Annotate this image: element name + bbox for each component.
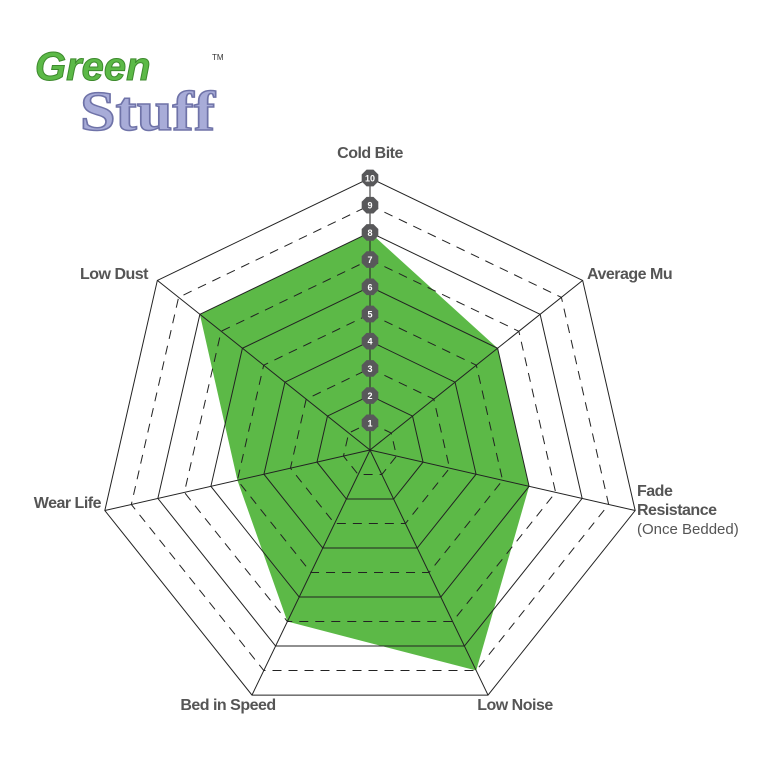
axis-label-3-line-3: (Once Bedded) (637, 521, 739, 538)
axis-label-2: Average Mu (587, 266, 672, 283)
scale-badge-8 (361, 224, 379, 241)
spoke-6 (104, 449, 371, 512)
scale-label-7: 7 (367, 255, 372, 265)
grid-ring-8 (157, 231, 583, 647)
grid-ring-4 (263, 340, 477, 549)
logo-line1: Green (35, 45, 151, 89)
grid-ring-7 (183, 259, 557, 623)
scale-badge-3 (361, 360, 379, 377)
axis-label-4: Low Noise (477, 697, 553, 714)
axis-label-3-line-1: Fade (637, 483, 673, 500)
scale-label-6: 6 (367, 282, 372, 292)
scale-badge-5 (361, 305, 379, 323)
grid-ring-5 (236, 313, 504, 574)
spoke-4 (369, 449, 489, 696)
scale-label-4: 4 (367, 337, 372, 347)
scale-badge-6 (361, 278, 379, 296)
axis-label-6: Wear Life (34, 495, 102, 512)
grid-ring-10 (104, 177, 636, 696)
scale-label-1: 1 (367, 418, 372, 428)
scale-badge-9 (361, 196, 379, 214)
grid-ring-2 (316, 395, 424, 500)
scale-label-2: 2 (367, 391, 372, 401)
scale-label-3: 3 (367, 364, 372, 374)
scale-badge-7 (361, 251, 379, 268)
axis-label-7: Low Dust (80, 266, 149, 283)
axis-label-3-line-2: Resistance (637, 502, 717, 519)
scale-badge-10 (361, 169, 379, 187)
scale-badge-4 (361, 332, 379, 350)
scale-label-5: 5 (367, 310, 372, 320)
grid-ring-9 (130, 204, 610, 672)
logo-line2: Stuff (80, 81, 217, 140)
logo-trademark: TM (212, 53, 224, 62)
spoke-7 (157, 280, 371, 451)
green-stuff-logo: Green Stuff TM (35, 45, 224, 141)
scale-label-10: 10 (365, 174, 375, 184)
grid-ring-3 (289, 367, 451, 525)
grid-ring-6 (210, 286, 530, 598)
axis-label-5: Bed in Speed (180, 697, 275, 714)
axis-label-1: Cold Bite (337, 145, 403, 162)
grid-ring-1 (342, 422, 398, 476)
scale-label-9: 9 (367, 201, 372, 211)
scale-badge-2 (361, 387, 379, 404)
scale-label-8: 8 (367, 228, 372, 238)
spoke-2 (369, 280, 583, 451)
spoke-5 (251, 449, 371, 696)
scale-badge-1 (361, 414, 379, 432)
spoke-3 (369, 449, 636, 512)
